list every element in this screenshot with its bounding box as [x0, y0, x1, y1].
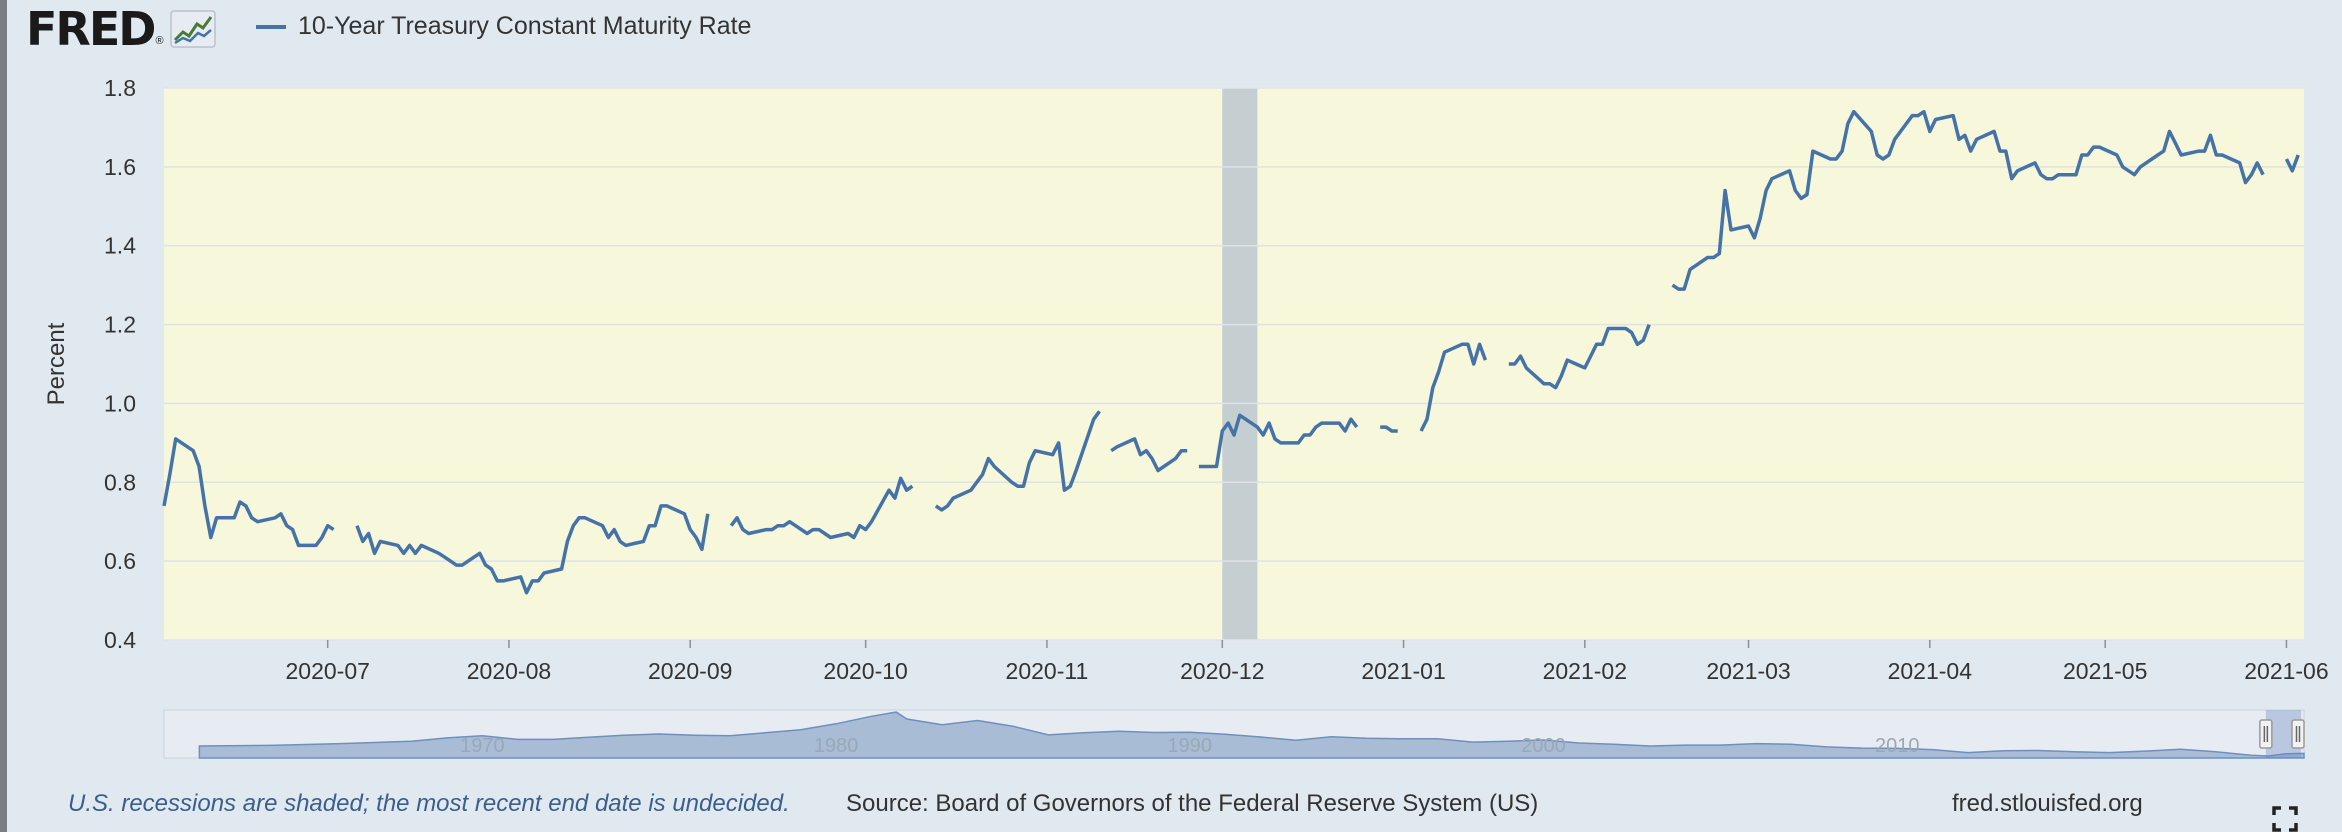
x-tick-label: 2021-04 — [1888, 658, 1973, 684]
navigator-handle — [2291, 719, 2305, 749]
x-tick-label: 2021-02 — [1543, 658, 1627, 684]
x-tick-label: 2021-01 — [1361, 658, 1445, 684]
site-link[interactable]: fred.stlouisfed.org — [1952, 790, 2143, 817]
series-line — [1508, 323, 1651, 390]
y-tick-label: 0.6 — [104, 548, 136, 574]
recession-note: U.S. recessions are shaded; the most rec… — [68, 790, 790, 817]
y-tick-label: 1.6 — [104, 154, 136, 180]
source-text: Source: Board of Governors of the Federa… — [846, 790, 1539, 817]
x-tick-label: 2020-09 — [648, 658, 732, 684]
y-tick-label: 1.4 — [104, 233, 136, 259]
y-tick-label: 0.4 — [104, 627, 136, 653]
navigator-handle — [2259, 719, 2273, 749]
series-line — [1198, 413, 1359, 469]
x-tick-label: 2020-08 — [467, 658, 551, 684]
x-tick-label: 2020-12 — [1180, 658, 1264, 684]
fred-logo[interactable]: FRED ® — [26, 4, 216, 54]
x-tick-label: 2021-03 — [1706, 658, 1790, 684]
legend-label: 10-Year Treasury Constant Maturity Rate — [298, 12, 752, 40]
navigator-year-label: 1990 — [1168, 735, 1213, 757]
x-tick-label: 2020-11 — [1006, 658, 1089, 684]
x-tick-label: 2021-05 — [2063, 658, 2147, 684]
navigator-year-label: 1980 — [814, 735, 859, 757]
navigator-year-label: 2010 — [1875, 735, 1920, 757]
series-line — [729, 476, 914, 540]
series-line — [1419, 342, 1488, 432]
series-line — [1380, 425, 1398, 433]
series-line — [1671, 109, 2265, 291]
navigator-year-label: 2000 — [1521, 735, 1566, 757]
line-chart-icon — [169, 10, 216, 48]
series-line — [1110, 437, 1188, 473]
logo-text: FRED — [26, 2, 156, 56]
x-tick-label: 2021-06 — [2244, 658, 2328, 684]
y-tick-label: 1.8 — [104, 75, 136, 101]
window-edge — [0, 0, 7, 832]
x-tick-label: 2020-10 — [823, 658, 907, 684]
chart-area[interactable]: 0.4 0.6 0.8 1.0 1.2 1.4 1.6 1.8 2020-07 2020-08 20… — [0, 0, 2342, 790]
y-tick-label: 1.0 — [104, 390, 136, 416]
y-tick-label: 1.2 — [104, 312, 136, 338]
navigator-year-label: 1970 — [460, 735, 505, 757]
y-tick-label: 0.8 — [104, 469, 136, 495]
series-line — [2284, 154, 2300, 173]
series-line — [162, 437, 335, 548]
x-tick-label: 2020-07 — [286, 658, 370, 684]
series-line — [934, 410, 1101, 512]
fullscreen-icon[interactable] — [2272, 806, 2298, 832]
chart-legend[interactable]: 10-Year Treasury Constant Maturity Rate — [256, 12, 751, 41]
legend-swatch — [256, 24, 286, 29]
logo-registered-mark: ® — [155, 35, 164, 47]
navigator-area — [198, 711, 2305, 759]
y-axis-title: Percent — [43, 322, 70, 405]
recession-shade — [1222, 88, 1258, 640]
series-line — [355, 504, 710, 595]
